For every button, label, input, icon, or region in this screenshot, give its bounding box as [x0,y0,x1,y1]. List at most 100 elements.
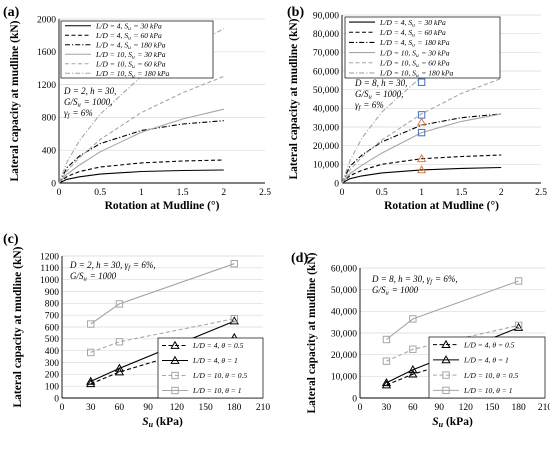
highlight-marker [416,117,427,126]
data-point [513,322,524,331]
series-line [386,341,519,386]
series-line [341,113,502,184]
legend-box [344,16,501,79]
legend-label: L/D = 10, θ = 0.5 [463,371,518,380]
data-point [115,338,124,346]
x-tick-label: 30 [86,403,96,413]
y-tick-label: 50,000 [313,86,339,96]
highlight-marker [416,165,427,174]
data-point [229,316,239,325]
data-point [382,357,391,365]
y-tick-label: 10,000 [331,373,357,383]
panel-label: (b) [287,5,304,20]
data-point [382,335,391,344]
y-tick-label: 700 [45,311,60,321]
y-tick-label: 400 [45,347,60,357]
y-tick-label: 1200 [37,81,56,91]
series-line [58,120,224,184]
x-axis-label: Rotation at Mudline (°) [105,200,220,212]
legend-marker [170,355,180,364]
legend-label: L/D = 4, θ = 1 [463,356,509,365]
annotation-line: G/Su = 1000, [355,89,403,101]
chart-panel-4: 0 10,000 20,000 30,000 40,000 50,000 60,000 0 30… [291,251,550,429]
chart-panel-2: 0 10,000 20,000 30,000 40,000 50,000 60,000 70,… [287,5,547,212]
y-tick-label: 0 [51,179,56,189]
x-tick-label: 180 [511,403,526,413]
y-tick-label: 0 [334,179,339,189]
x-tick-label: 150 [198,403,213,413]
y-tick-label: 0 [54,394,59,404]
x-axis-label: Su (kPa) [432,416,473,429]
legend-marker [171,386,179,395]
y-tick-label: 0 [352,394,357,404]
series-line [386,280,519,340]
legend-label: L/D = 4, Su = 60 kPa [379,28,446,39]
series-line [90,318,235,353]
legend-label: L/D = 4, θ = 0.5 [192,341,244,350]
chart-panel-3: 0100200300400500600700800900100011001200… [3,232,270,429]
annotation-line: γf = 6% [64,108,93,120]
x-tick-label: 1 [419,188,424,198]
annotation-line: D = 2, h = 30, γf = 6%, [69,260,156,272]
x-tick-label: 0 [57,188,62,198]
highlight-marker [416,153,427,163]
annotation-line: G/Su = 1000, [64,97,112,109]
series-line [341,113,502,184]
panel-label: (a) [3,5,20,20]
x-tick-label: 0 [340,188,345,198]
x-tick-label: 210 [538,403,550,413]
y-tick-label: 80,000 [313,30,339,40]
annotation-line: D = 8, h = 30, [354,78,407,88]
series-line [341,154,502,184]
legend-label: L/D = 10, Su = 180 kPa [379,69,454,80]
panel-label: (c) [3,232,19,247]
y-axis-label: Lateral capacity at mudline (kN) [288,18,300,179]
y-tick-label: 200 [45,371,60,381]
y-tick-label: 90,000 [313,11,339,21]
legend-label: L/D = 4, θ = 0.5 [463,340,515,349]
y-axis-label: Lateral capacity at mudline (kN) [9,20,21,181]
series-line [90,263,235,325]
legend-label: L/D = 4, Su = 30 kPa [379,18,446,29]
highlight-marker [417,128,426,137]
annotation-line: γf = 6% [355,100,384,112]
x-axis-label: Su (kPa) [142,416,183,429]
panel-label: (d) [291,251,308,266]
legend-label: L/D = 4, Su = 180 kPa [379,38,450,49]
data-point [230,315,238,323]
y-tick-label: 60,000 [331,264,357,274]
data-point [86,378,96,388]
legend-marker [441,355,451,364]
y-tick-label: 600 [45,323,60,333]
x-tick-label: 2 [499,188,504,198]
legend-label: L/D = 10, Su = 60 kPa [379,58,450,69]
data-point [381,380,392,389]
data-point [408,369,418,378]
annotation-line: D = 2, h = 30, [63,86,116,96]
x-tick-label: 30 [382,403,392,413]
y-tick-label: 800 [42,114,57,124]
y-tick-label: 900 [45,288,60,298]
y-tick-label: 300 [45,359,60,369]
highlight-marker [417,78,426,86]
legend-label: L/D = 10, Su = 30 kPa [95,50,166,61]
x-tick-label: 60 [408,403,418,413]
series-line [341,77,502,184]
legend-label: L/D = 10, θ = 1 [192,386,242,395]
legend: L/D = 4, θ = 0.5 L/D = 4, θ = 1 L/D = 10, … [157,337,264,399]
data-point [87,348,95,357]
data-point [408,365,418,374]
y-axis-label: Lateral capacity at mudline (kN) [12,246,24,407]
x-axis-label: Rotation at Mudline (°) [384,200,499,212]
y-tick-label: 1100 [40,264,59,274]
y-tick-label: 70,000 [313,49,339,59]
data-point [114,363,125,372]
legend-label: L/D = 4, Su = 30 kPa [95,21,162,32]
y-tick-label: 500 [45,335,60,345]
data-point [514,277,523,285]
x-tick-label: 60 [115,403,125,413]
y-tick-label: 2000 [37,15,56,25]
legend-marker [171,371,179,380]
